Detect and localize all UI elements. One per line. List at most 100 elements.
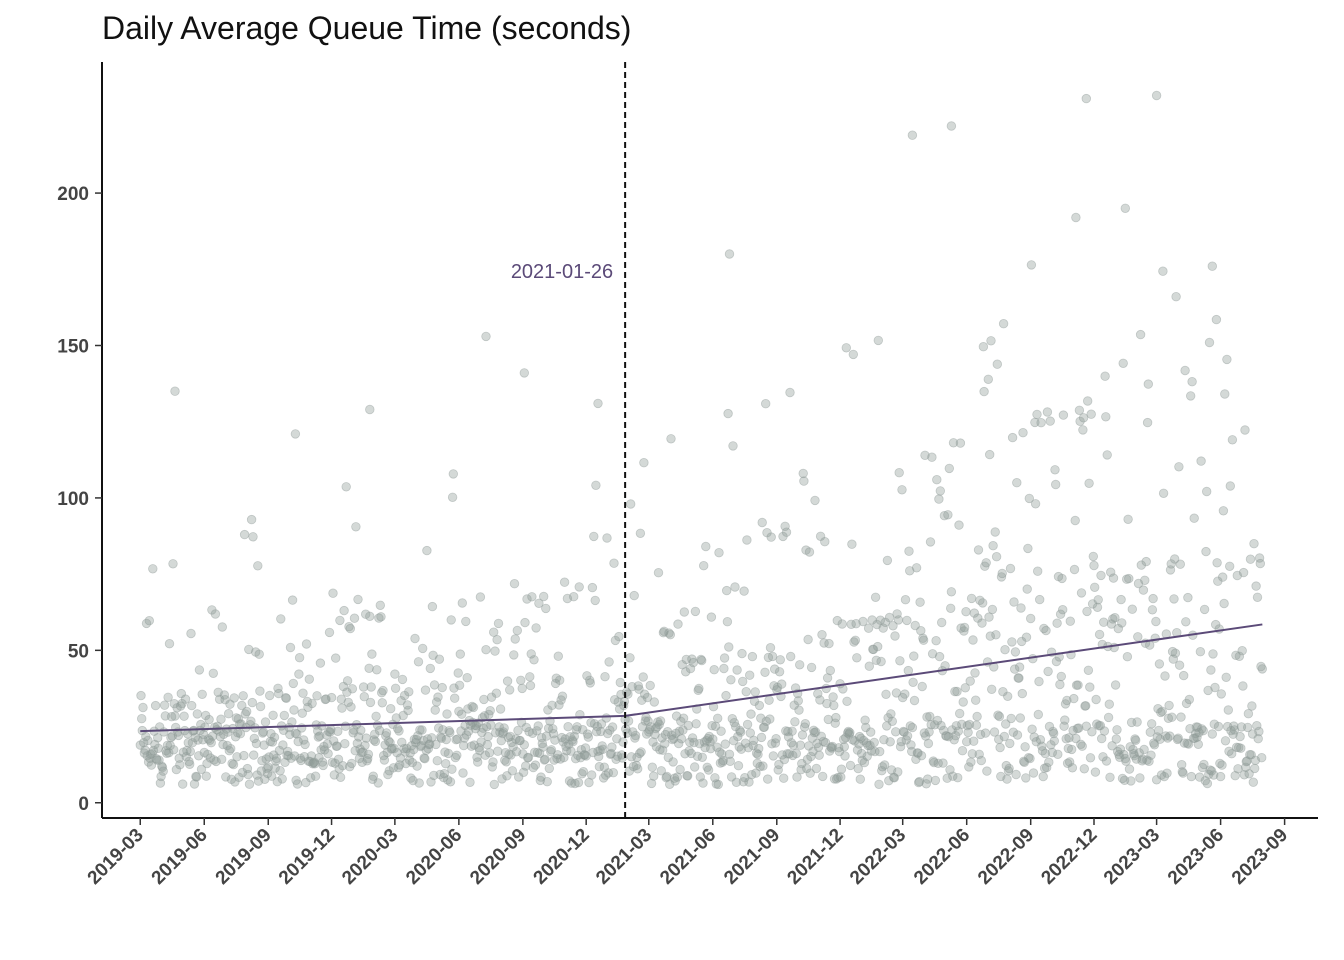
data-point (306, 773, 316, 783)
data-point (1149, 738, 1159, 748)
data-point (973, 545, 984, 555)
data-point (390, 669, 400, 679)
data-point (317, 757, 328, 767)
data-point (987, 684, 997, 695)
data-point (870, 592, 881, 603)
data-point (488, 757, 498, 767)
data-point (1217, 760, 1227, 770)
data-point (671, 711, 682, 721)
data-point (891, 688, 902, 698)
data-point (676, 734, 687, 744)
data-point (705, 737, 715, 747)
data-point (497, 774, 507, 784)
data-point (1144, 756, 1154, 767)
data-point (804, 741, 814, 751)
data-point (598, 744, 608, 755)
data-point (481, 331, 491, 342)
data-point (824, 638, 834, 649)
data-point (774, 667, 785, 677)
data-point (445, 777, 456, 787)
data-point (1055, 609, 1066, 619)
data-point (367, 774, 378, 785)
data-point (194, 665, 205, 675)
data-point (841, 733, 851, 743)
data-point (771, 734, 781, 744)
data-point (968, 635, 978, 645)
data-point (1082, 396, 1093, 406)
data-point (721, 690, 731, 701)
data-point (193, 751, 204, 761)
data-point (313, 732, 324, 742)
data-point (465, 777, 475, 788)
data-point (939, 725, 949, 736)
data-point (169, 699, 180, 709)
data-point (170, 711, 180, 721)
data-point (593, 746, 603, 757)
y-tick-label: 100 (57, 489, 89, 510)
data-point (440, 747, 450, 757)
data-point (514, 772, 524, 782)
data-point (1120, 753, 1131, 764)
data-point (356, 747, 367, 758)
data-point (524, 727, 534, 737)
data-point (591, 480, 601, 491)
data-point (826, 742, 836, 752)
data-point (798, 468, 808, 479)
data-point (333, 726, 343, 737)
data-point (1119, 749, 1129, 760)
data-point (269, 750, 279, 760)
data-point (1255, 558, 1266, 569)
data-point (1252, 592, 1263, 603)
data-point (980, 561, 990, 571)
data-point (861, 722, 871, 733)
data-point (517, 683, 527, 694)
data-point (1122, 652, 1133, 662)
x-tick-label: 2023-09 (1228, 825, 1292, 889)
data-point (706, 612, 717, 622)
data-point (711, 779, 722, 789)
data-point (445, 727, 455, 738)
data-point (584, 777, 594, 788)
data-point (1094, 629, 1105, 640)
data-point (844, 729, 854, 739)
data-point (796, 765, 806, 775)
data-point (1139, 744, 1149, 755)
data-point (253, 776, 264, 786)
data-point (458, 768, 468, 778)
data-point (1190, 733, 1200, 743)
data-point (840, 751, 850, 761)
data-point (1005, 738, 1015, 749)
data-point (808, 746, 818, 757)
data-point (486, 692, 497, 702)
data-point (199, 747, 210, 758)
data-point (510, 634, 520, 644)
data-point (143, 757, 154, 767)
data-point (1073, 680, 1083, 690)
data-point (484, 709, 494, 720)
data-point (678, 713, 689, 723)
data-point (211, 756, 221, 767)
data-point (485, 706, 495, 716)
data-point (170, 386, 180, 396)
data-point (694, 739, 705, 749)
data-point (910, 620, 920, 631)
data-point (164, 639, 175, 649)
data-point (483, 731, 493, 742)
data-point (1010, 664, 1020, 674)
data-point (262, 768, 273, 779)
data-point (829, 774, 840, 784)
data-point (934, 494, 944, 504)
data-point (726, 675, 736, 685)
data-point (551, 673, 562, 683)
data-point (936, 720, 946, 731)
data-point (151, 754, 162, 764)
data-point (991, 552, 1002, 562)
data-point (1053, 749, 1063, 760)
data-point (827, 741, 838, 752)
data-point (812, 738, 822, 749)
data-point (1075, 416, 1085, 427)
data-point (1143, 379, 1154, 389)
data-point (589, 531, 599, 542)
data-point (406, 773, 416, 783)
data-point (1256, 753, 1267, 763)
